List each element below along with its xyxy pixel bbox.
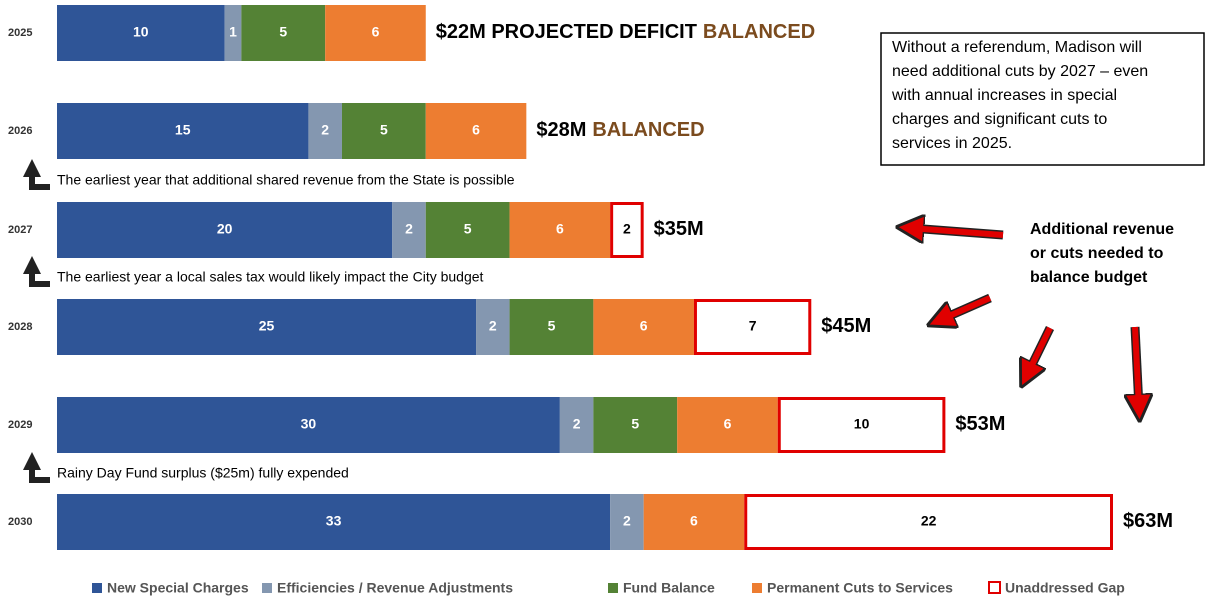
gap-bar — [693, 299, 812, 355]
bar — [57, 397, 560, 453]
legend-label: Fund Balance — [623, 580, 715, 596]
bar-label: 5 — [631, 416, 639, 432]
bar — [643, 494, 745, 550]
red-arrows — [910, 228, 1139, 408]
bar-label: 6 — [724, 416, 732, 432]
total-value: $45M — [821, 315, 871, 337]
legend-label: Efficiencies / Revenue Adjustments — [277, 580, 513, 596]
bar — [308, 103, 342, 159]
bar-label: 33 — [326, 513, 342, 529]
status-label: BALANCED — [592, 119, 704, 141]
callout-line: services in 2025. — [892, 135, 1012, 152]
bar-label: 7 — [749, 318, 757, 334]
bar-label: 5 — [380, 122, 388, 138]
total-label: $45M — [821, 315, 871, 337]
bar — [593, 299, 694, 355]
bar — [593, 397, 678, 453]
bar — [425, 103, 527, 159]
legend-swatch — [752, 583, 762, 593]
bar-label: 10 — [133, 24, 149, 40]
bar-label: 2 — [573, 416, 581, 432]
bar-label: 2 — [623, 221, 631, 237]
y-tick-label: 2028 — [8, 321, 32, 333]
total-value: $53M — [955, 413, 1005, 435]
bar-label: 22 — [921, 513, 937, 529]
y-tick-label: 2026 — [8, 125, 32, 137]
note: Rainy Day Fund surplus ($25m) fully expe… — [57, 465, 349, 481]
total-label: $28M BALANCED — [536, 119, 704, 141]
legend-label: Permanent Cuts to Services — [767, 580, 953, 596]
black-arrows — [23, 159, 50, 483]
bar-label: 5 — [464, 221, 472, 237]
gap-bar — [744, 494, 1113, 550]
bar-label: 10 — [854, 416, 870, 432]
y-tick-label: 2025 — [8, 27, 32, 39]
total-label: $35M — [654, 218, 704, 240]
callout-line: need additional cuts by 2027 – even — [892, 63, 1148, 80]
bar-label: 30 — [301, 416, 317, 432]
bar-label: 25 — [259, 318, 275, 334]
side-annotation: balance budget — [1030, 269, 1148, 286]
y-tick-label: 2029 — [8, 419, 32, 431]
bar-label: 2 — [623, 513, 631, 529]
bar-label: 2 — [321, 122, 329, 138]
note: The earliest year that additional shared… — [57, 172, 515, 188]
status-label: BALANCED — [703, 21, 815, 43]
bar-label: 15 — [175, 122, 191, 138]
bar-label: 6 — [556, 221, 564, 237]
bar — [325, 5, 426, 61]
total-label: $22M PROJECTED DEFICIT BALANCED — [436, 21, 815, 43]
legend-swatch — [92, 583, 102, 593]
bar — [509, 202, 611, 258]
bar — [241, 5, 326, 61]
bar — [392, 202, 426, 258]
bar-label: 2 — [489, 318, 497, 334]
legend-label: New Special Charges — [107, 580, 249, 596]
bar — [425, 202, 510, 258]
callout-line: charges and significant cuts to — [892, 111, 1107, 128]
note: The earliest year a local sales tax woul… — [57, 269, 484, 285]
y-tick-label: 2030 — [8, 516, 32, 528]
callout-line: with annual increases in special — [891, 87, 1117, 104]
bar-label: 6 — [472, 122, 480, 138]
bar-label: 1 — [229, 24, 237, 40]
total-label: $63M — [1123, 510, 1173, 532]
legend-swatch — [988, 581, 1001, 594]
bar — [509, 299, 594, 355]
bar — [610, 494, 644, 550]
bar — [476, 299, 510, 355]
bar-label: 5 — [279, 24, 287, 40]
bar — [677, 397, 778, 453]
total-value: $35M — [654, 218, 704, 240]
bar-label: 2 — [405, 221, 413, 237]
bar — [341, 103, 426, 159]
bar-label: 20 — [217, 221, 233, 237]
bar — [559, 397, 594, 453]
total-value: $63M — [1123, 510, 1173, 532]
side-annotation: or cuts needed to — [1030, 245, 1164, 262]
legend-swatch — [608, 583, 618, 593]
bar — [57, 103, 309, 159]
side-annotation: Additional revenue — [1030, 221, 1174, 238]
legend-label: Unaddressed Gap — [1005, 580, 1125, 596]
gap-bar — [610, 202, 644, 258]
total-value: $28M — [536, 119, 586, 141]
bar-label: 6 — [690, 513, 698, 529]
bar-label: 6 — [640, 318, 648, 334]
bar — [57, 299, 477, 355]
bar-label: 6 — [372, 24, 380, 40]
bar-label: 5 — [548, 318, 556, 334]
y-tick-label: 2027 — [8, 224, 32, 236]
bar — [57, 5, 225, 61]
legend-swatch — [262, 583, 272, 593]
callout-frame — [880, 32, 1205, 166]
total-value: $22M PROJECTED DEFICIT — [436, 21, 697, 43]
total-label: $53M — [955, 413, 1005, 435]
bar — [57, 494, 611, 550]
bar — [224, 5, 242, 61]
gap-bar — [777, 397, 946, 453]
bar — [57, 202, 393, 258]
callout-line: Without a referendum, Madison will — [892, 39, 1142, 56]
